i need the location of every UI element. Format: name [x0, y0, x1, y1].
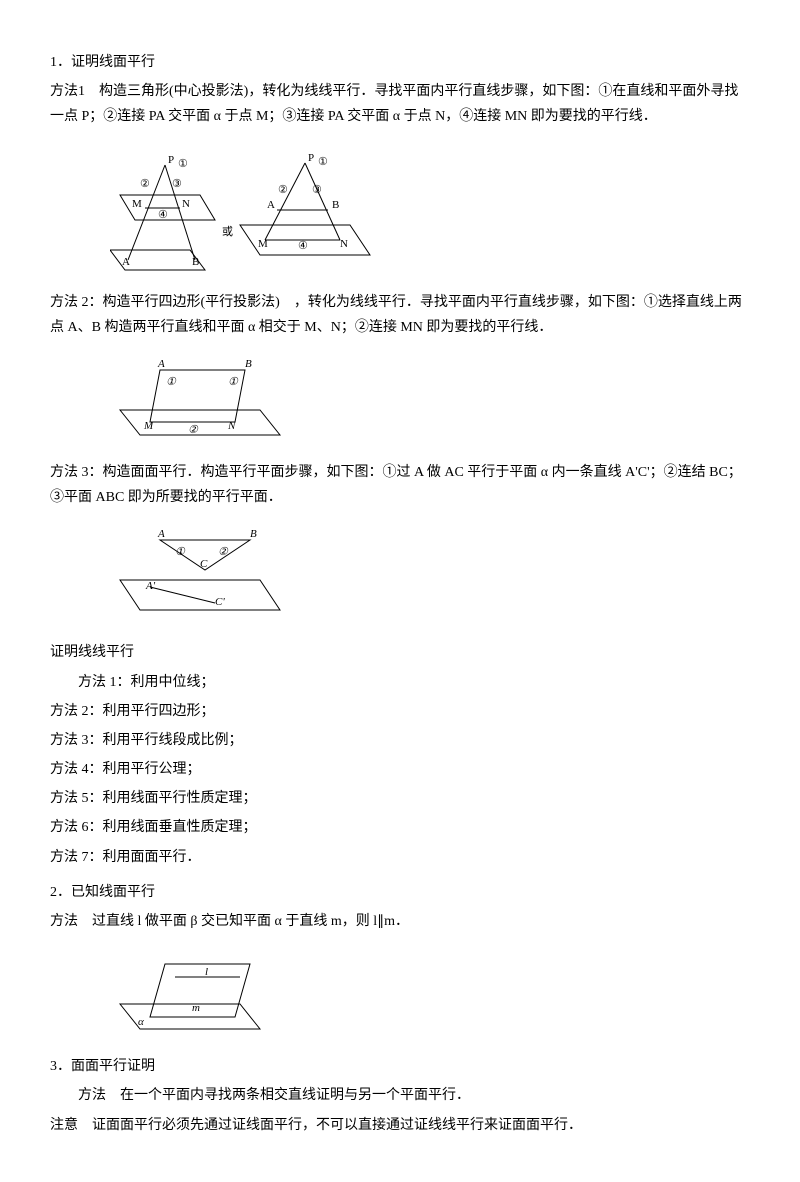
figure-4: l m α: [110, 949, 750, 1039]
label-B: B: [192, 256, 199, 268]
method-3-text: 方法 3：构造面面平行．构造平行平面步骤，如下图：①过 A 做 AC 平行于平面…: [50, 460, 750, 510]
section-3-method: 方法 在一个平面内寻找两条相交直线证明与另一个平面平行．: [50, 1083, 750, 1108]
label-M: M: [132, 198, 142, 210]
section-2-method: 方法 过直线 l 做平面 β 交已知平面 α 于直线 m，则 l∥m．: [50, 909, 750, 934]
label-Mb: M: [258, 238, 268, 250]
label-c2: ②: [188, 424, 199, 436]
label-c4: ④: [158, 209, 168, 221]
label-c3: ③: [172, 178, 182, 190]
figure-2: A B ① ① M N ②: [110, 355, 750, 445]
figure-1: P ① ② ③ M N ④ A B 或 P ① ② ③ A B M N ④: [110, 145, 750, 275]
section-1-title: 1．证明线面平行: [50, 50, 750, 75]
label-Bb: B: [332, 199, 339, 211]
section-3-title: 3．面面平行证明: [50, 1054, 750, 1079]
ll-m6: 方法 6：利用线面垂直性质定理；: [50, 815, 750, 840]
label-c1: ①: [178, 158, 188, 170]
label-c4b: ④: [298, 240, 308, 252]
label-c2b: ②: [278, 184, 288, 196]
section-3-note: 注意 证面面平行必须先通过证线面平行，不可以直接通过证线线平行来证面面平行．: [50, 1113, 750, 1138]
linelineparallel-title: 证明线线平行: [50, 640, 750, 665]
label-Ab: A: [267, 199, 275, 211]
label-P: P: [168, 154, 174, 166]
label-C: C: [200, 558, 208, 570]
label-B: B: [250, 528, 257, 540]
ll-m4: 方法 4：利用平行公理；: [50, 757, 750, 782]
label-c1b: ①: [318, 156, 328, 168]
label-huo: 或: [222, 225, 233, 238]
ll-m3: 方法 3：利用平行线段成比例；: [50, 728, 750, 753]
ll-m7: 方法 7：利用面面平行．: [50, 845, 750, 870]
label-Nb: N: [340, 238, 348, 250]
figure-3: A B ① ② C A' C': [110, 525, 750, 625]
label-cD: ①: [228, 376, 239, 388]
label-A: A: [157, 358, 165, 370]
label-c2: ②: [140, 178, 150, 190]
label-c2: ②: [218, 546, 229, 558]
label-m: m: [192, 1002, 200, 1014]
label-M: M: [143, 420, 154, 432]
ll-m5: 方法 5：利用线面平行性质定理；: [50, 786, 750, 811]
label-l: l: [205, 966, 208, 978]
label-a: α: [138, 1016, 144, 1028]
ll-m2: 方法 2：利用平行四边形；: [50, 699, 750, 724]
method-2-text: 方法 2：构造平行四边形(平行投影法) ，转化为线线平行．寻找平面内平行直线步骤…: [50, 290, 750, 340]
label-Ap: A': [145, 580, 156, 592]
label-c3b: ③: [312, 184, 322, 196]
label-P2: P: [308, 152, 314, 164]
label-N: N: [182, 198, 190, 210]
label-N: N: [227, 420, 236, 432]
label-A: A: [157, 528, 165, 540]
ll-m1: 方法 1：利用中位线；: [50, 670, 750, 695]
method-1-text: 方法1 构造三角形(中心投影法)，转化为线线平行．寻找平面内平行直线步骤，如下图…: [50, 79, 750, 129]
label-B: B: [245, 358, 252, 370]
label-Cp: C': [215, 596, 225, 608]
label-c1: ①: [166, 376, 177, 388]
label-c1: ①: [175, 546, 186, 558]
label-A: A: [122, 256, 130, 268]
section-2-title: 2．已知线面平行: [50, 880, 750, 905]
